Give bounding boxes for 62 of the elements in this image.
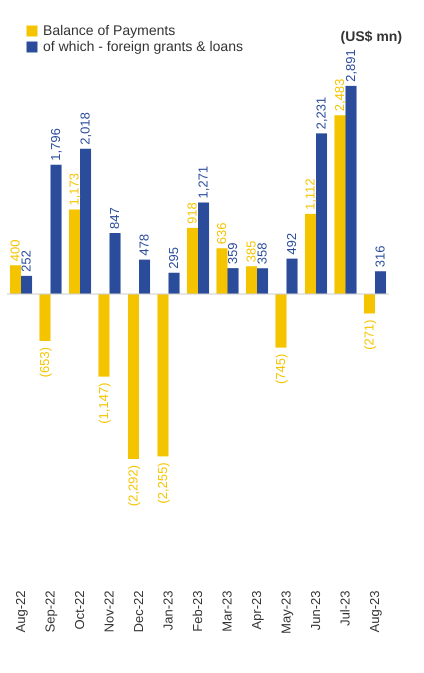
bar [345, 86, 357, 294]
bar [334, 115, 346, 294]
data-label: 2,231 [314, 96, 329, 130]
data-label: 1,112 [302, 178, 318, 210]
bar [80, 148, 92, 294]
bar [68, 210, 80, 294]
data-label: (653) [36, 347, 52, 378]
data-label: (2,255) [154, 462, 170, 504]
bar [275, 294, 286, 348]
bar [256, 268, 268, 294]
data-label: (271) [361, 320, 376, 350]
x-tick-label: May-23 [278, 590, 294, 634]
data-label: 478 [136, 234, 152, 256]
bar [139, 260, 150, 294]
x-tick-label: Jan-23 [160, 590, 176, 630]
bar [128, 294, 140, 460]
data-label: 636 [214, 222, 229, 244]
bar [364, 294, 375, 314]
data-label: 492 [284, 232, 300, 255]
bar [50, 164, 62, 294]
bar [316, 133, 328, 294]
bar [21, 276, 32, 294]
bar [10, 265, 22, 294]
bar [216, 248, 228, 294]
bar [110, 233, 121, 294]
data-label: (1,147) [96, 382, 111, 424]
bar [374, 271, 386, 294]
data-label: 359 [225, 242, 240, 264]
bar [246, 266, 257, 294]
data-label: 847 [107, 207, 122, 230]
x-tick-label: Aug-23 [366, 590, 382, 632]
x-tick-label: Feb-23 [190, 590, 205, 632]
data-label: (745) [272, 354, 288, 384]
data-label: 316 [372, 246, 388, 268]
data-label: 2,018 [78, 112, 93, 145]
data-label: 918 [184, 202, 200, 224]
x-tick-label: Aug-22 [13, 590, 28, 632]
data-label: 1,271 [196, 166, 211, 198]
bar [186, 228, 198, 294]
data-label: (2,292) [125, 465, 140, 506]
data-label: 295 [166, 247, 182, 269]
x-tick-label: Sep-22 [42, 590, 58, 632]
x-tick-label: Apr-23 [248, 590, 264, 630]
bar [157, 294, 168, 456]
legend-label: of which - foreign grants & loans [43, 38, 243, 54]
text: (US$ mn) [340, 28, 402, 44]
x-tick-label: Jun-23 [308, 590, 323, 630]
bar [98, 294, 110, 377]
bar [228, 268, 239, 294]
x-tick-label: Dec-22 [131, 590, 146, 632]
bar [39, 294, 51, 342]
bar [304, 214, 316, 294]
data-label: 1,173 [66, 172, 82, 206]
bar [168, 272, 180, 294]
bar [286, 258, 298, 294]
x-tick-label: Jul-23 [337, 590, 352, 626]
data-label: 1,796 [48, 128, 64, 161]
legend-label: Balance of Payments [43, 22, 176, 38]
x-tick-label: Nov-22 [102, 590, 117, 632]
x-tick-label: Oct-22 [72, 590, 88, 630]
bar [198, 202, 210, 294]
x-tick-label: Mar-23 [220, 590, 234, 632]
